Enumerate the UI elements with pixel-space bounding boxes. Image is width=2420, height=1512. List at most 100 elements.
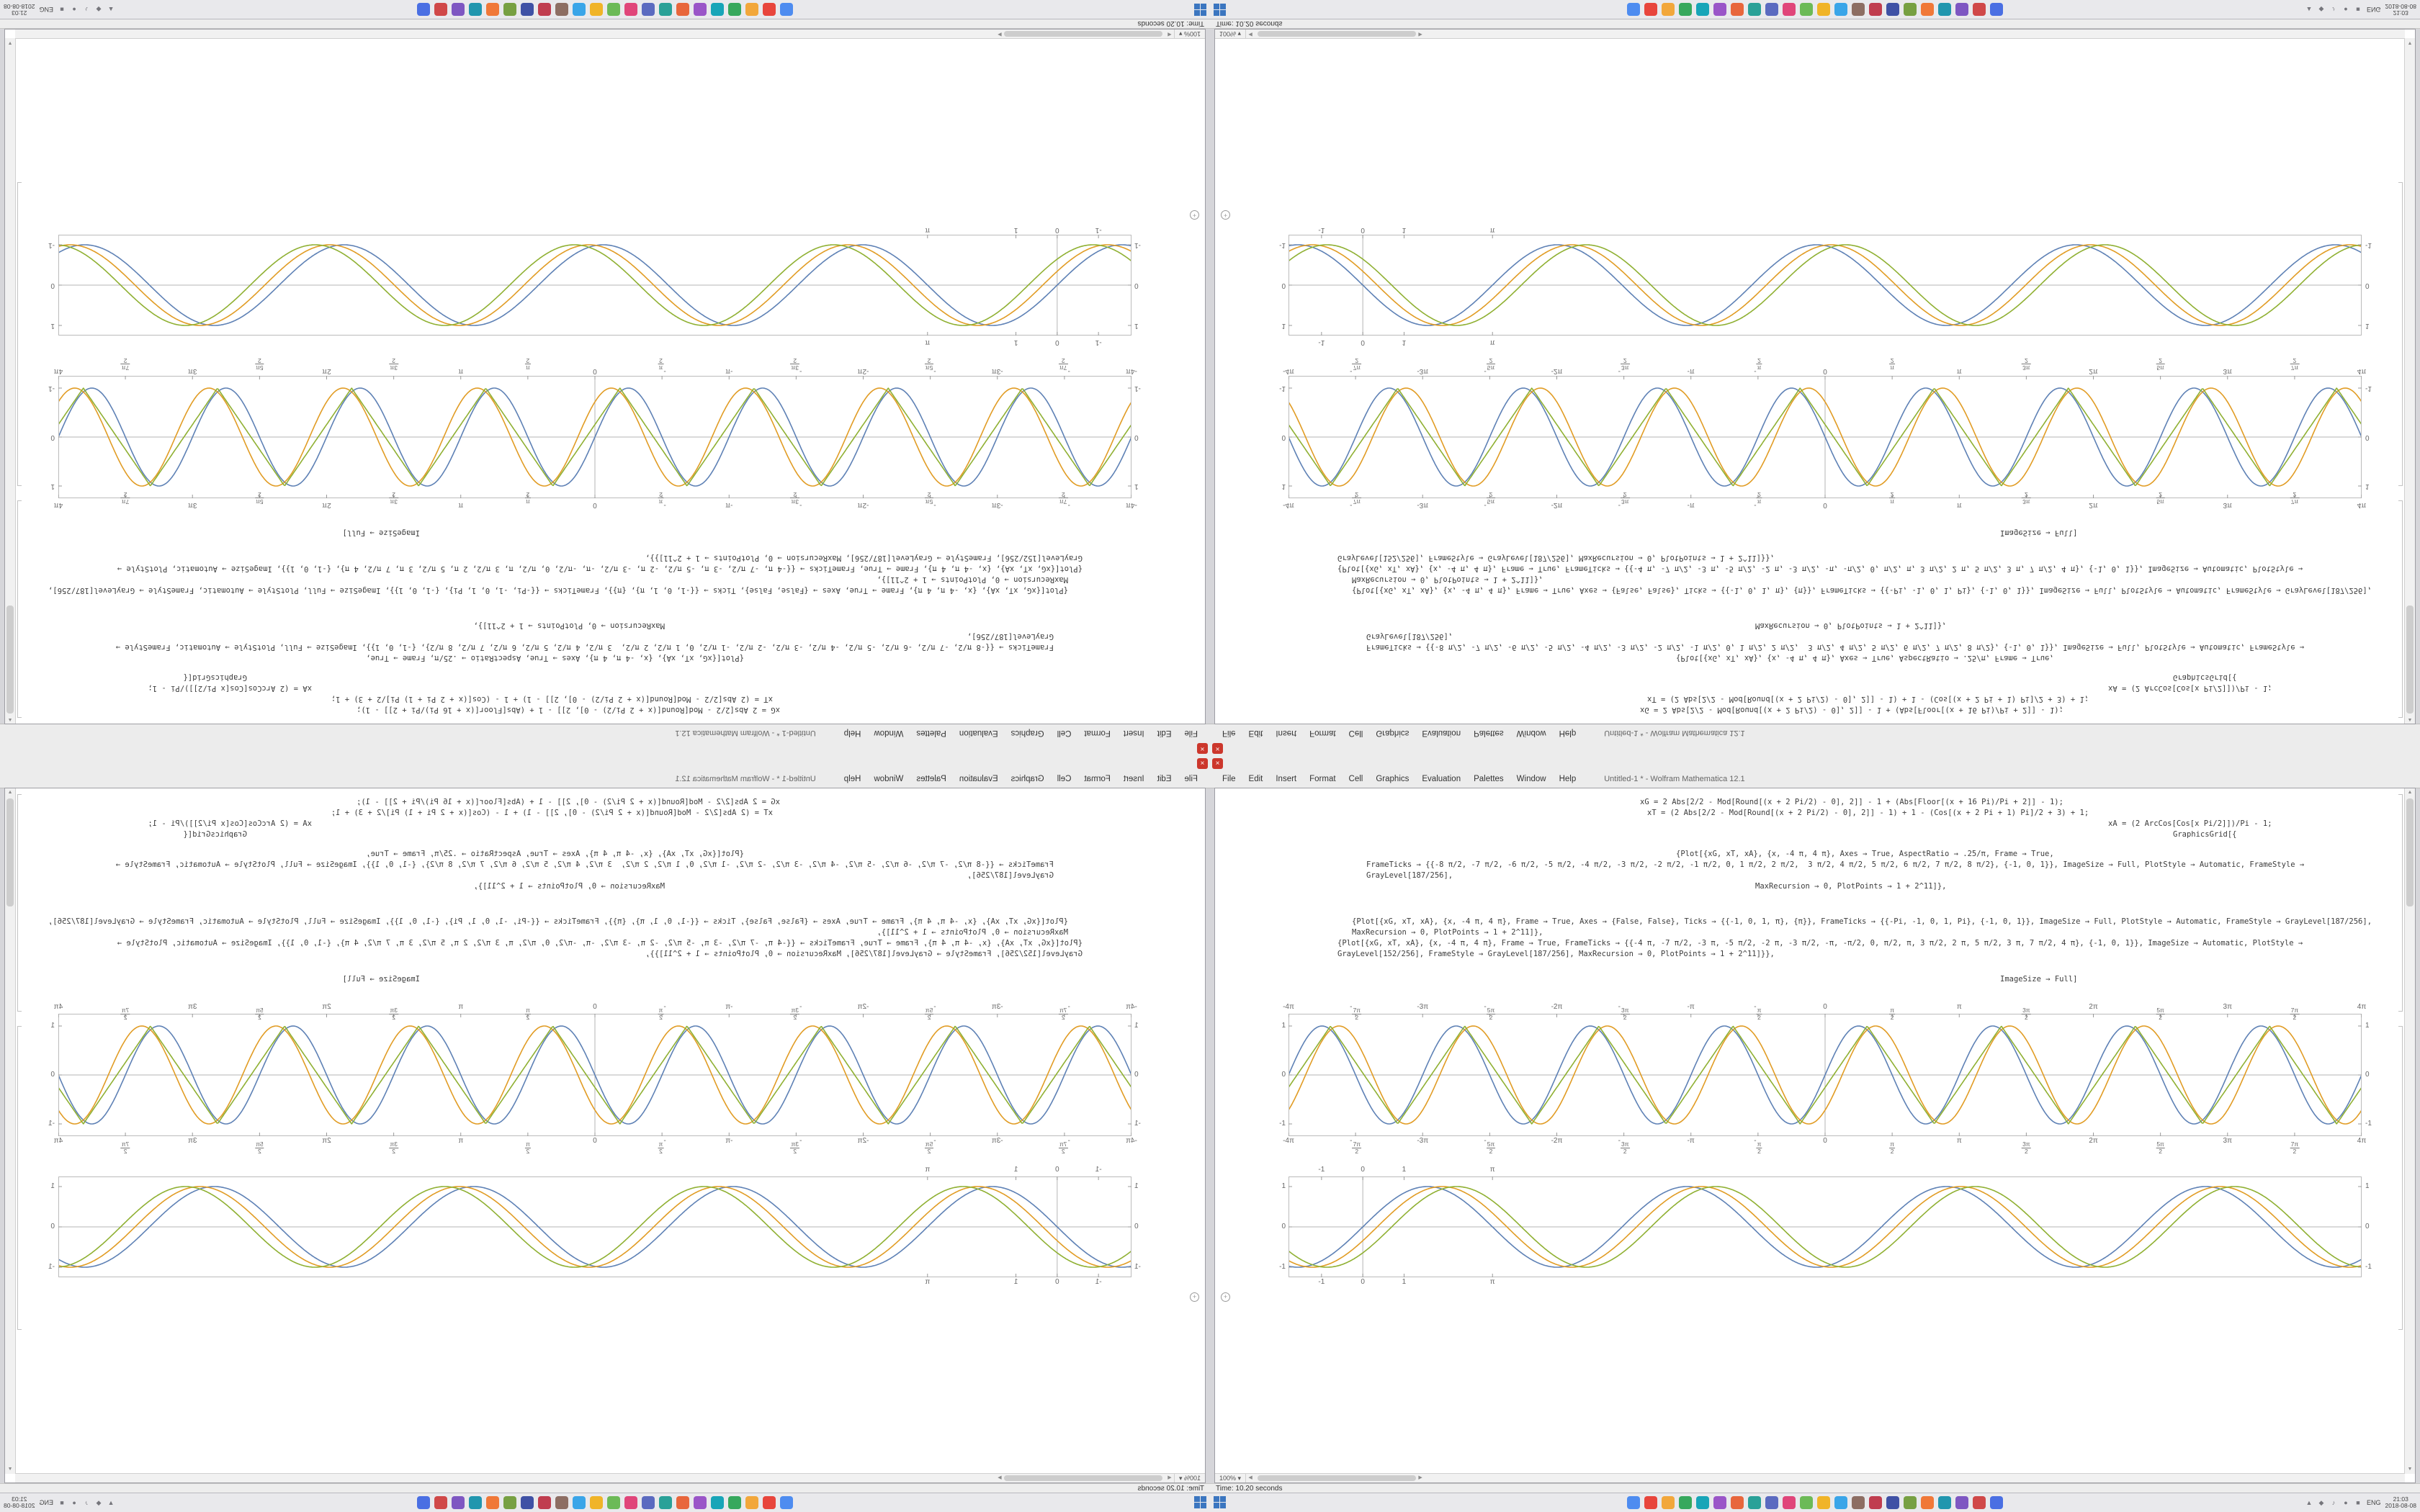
- taskbar-app-icon[interactable]: [1662, 3, 1675, 16]
- taskbar-app-icon[interactable]: [590, 3, 603, 16]
- menu-window[interactable]: Window: [874, 729, 904, 737]
- input-cell[interactable]: xG = 2 Abs[2/2 - Mod[Round[(x + 2 Pi/2) …: [32, 797, 1140, 985]
- menu-graphics[interactable]: Graphics: [1376, 729, 1410, 737]
- code-line[interactable]: {Plot[{xG, xT, xA}, {x, -4 π, 4 π}, Fram…: [1337, 554, 2308, 573]
- menu-insert[interactable]: Insert: [1123, 775, 1144, 783]
- notification-icon[interactable]: ●: [2344, 1499, 2348, 1506]
- menu-palettes[interactable]: Palettes: [916, 775, 946, 783]
- menu-help[interactable]: Help: [843, 775, 861, 783]
- taskbar-app-icon[interactable]: [1869, 1496, 1882, 1509]
- code-line[interactable]: {Plot[{xG, xT, xA}, {x, -4 π, 4 π}, Axes…: [366, 850, 744, 858]
- network-icon[interactable]: ◆: [2318, 1499, 2324, 1506]
- taskbar-app-icon[interactable]: [1990, 1496, 2003, 1509]
- code-line[interactable]: FrameTicks → {{-8 π/2, -7 π/2, -6 π/2, -…: [1366, 632, 2309, 652]
- notification-icon[interactable]: ●: [2344, 6, 2348, 13]
- taskbar-clock[interactable]: 21:03 2018-08-08: [2385, 3, 2416, 17]
- code-line[interactable]: xT = (2 Abs[2/2 - Mod[Round[(x + 2 Pi/2)…: [331, 695, 773, 703]
- menu-format[interactable]: Format: [1309, 729, 1336, 737]
- taskbar-app-icon[interactable]: [780, 3, 793, 16]
- network-icon[interactable]: ◆: [96, 1499, 102, 1506]
- menu-graphics[interactable]: Graphics: [1376, 775, 1410, 783]
- code-line[interactable]: xG = 2 Abs[2/2 - Mod[Round[(x + 2 Pi/2) …: [1640, 706, 2063, 714]
- taskbar-app-icon[interactable]: [1731, 1496, 1744, 1509]
- start-button[interactable]: [1214, 1496, 1226, 1508]
- taskbar-app-icon[interactable]: [1921, 3, 1934, 16]
- taskbar-app-icon[interactable]: [538, 1496, 551, 1509]
- volume-icon[interactable]: ♪: [84, 6, 89, 13]
- menu-edit[interactable]: Edit: [1248, 729, 1263, 737]
- language-indicator[interactable]: ENG: [2367, 6, 2381, 13]
- taskbar-app-icon[interactable]: [694, 1496, 707, 1509]
- menu-cell[interactable]: Cell: [1057, 775, 1072, 783]
- taskbar-app-icon[interactable]: [573, 1496, 586, 1509]
- taskbar-app-icon[interactable]: [728, 1496, 741, 1509]
- scroll-left-icon[interactable]: ◀: [1248, 1475, 1252, 1480]
- taskbar-app-icon[interactable]: [745, 1496, 758, 1509]
- notification-icon[interactable]: ●: [72, 6, 76, 13]
- menu-help[interactable]: Help: [843, 729, 861, 737]
- menu-format[interactable]: Format: [1084, 729, 1111, 737]
- taskbar-app-icon[interactable]: [659, 3, 672, 16]
- cell-insert-icon[interactable]: +: [1190, 210, 1199, 220]
- taskbar-app-icon[interactable]: [1852, 3, 1865, 16]
- code-line[interactable]: xA = (2 ArcCos[Cos[x Pi/2]])/Pi - 1;: [148, 819, 312, 828]
- start-button[interactable]: [1194, 1496, 1206, 1508]
- vertical-scrollbar[interactable]: ▲ ▼: [5, 788, 16, 1474]
- code-line[interactable]: xT = (2 Abs[2/2 - Mod[Round[(x + 2 Pi/2)…: [331, 809, 773, 817]
- taskbar-app-icon[interactable]: [555, 1496, 568, 1509]
- horizontal-scrollbar[interactable]: 100% ▾ ◀ ▶: [15, 1473, 1205, 1482]
- vertical-scroll-thumb[interactable]: [6, 606, 14, 714]
- vertical-scroll-thumb[interactable]: [6, 798, 14, 906]
- menu-insert[interactable]: Insert: [1276, 775, 1297, 783]
- taskbar-app-icon[interactable]: [1731, 3, 1744, 16]
- close-button[interactable]: ×: [1197, 758, 1208, 769]
- code-line[interactable]: GraphicsGrid[{: [2173, 673, 2237, 682]
- taskbar-app-icon[interactable]: [1955, 3, 1968, 16]
- code-line[interactable]: xA = (2 ArcCos[Cos[x Pi/2]])/Pi - 1;: [148, 684, 312, 693]
- code-line[interactable]: ImageSize → Full]: [2000, 528, 2078, 537]
- taskbar-app-icon[interactable]: [1886, 1496, 1899, 1509]
- horizontal-scrollbar[interactable]: 100% ▾ ◀ ▶: [1215, 30, 2405, 39]
- taskbar-app-icon[interactable]: [452, 3, 465, 16]
- code-line[interactable]: FrameTicks → {{-8 π/2, -7 π/2, -6 π/2, -…: [111, 860, 1054, 880]
- scroll-right-icon[interactable]: ▶: [1418, 1475, 1422, 1480]
- chevron-up-icon[interactable]: ▲: [2305, 6, 2313, 13]
- cell-bracket-input[interactable]: [17, 794, 22, 1012]
- code-line[interactable]: {Plot[{xG, xT, xA}, {x, -4 π, 4 π}, Axes…: [366, 654, 744, 662]
- taskbar-app-icon[interactable]: [1904, 3, 1917, 16]
- code-line[interactable]: MaxRecursion → 0, PlotPoints → 1 + 2^11]…: [473, 882, 665, 891]
- code-line[interactable]: ImageSize → Full]: [342, 975, 420, 984]
- menu-evaluation[interactable]: Evaluation: [1422, 775, 1461, 783]
- taskbar-app-icon[interactable]: [1834, 3, 1847, 16]
- code-line[interactable]: xG = 2 Abs[2/2 - Mod[Round[(x + 2 Pi/2) …: [1640, 798, 2063, 806]
- taskbar-app-icon[interactable]: [1765, 3, 1778, 16]
- taskbar-app-icon[interactable]: [694, 3, 707, 16]
- taskbar-app-icon[interactable]: [503, 1496, 516, 1509]
- taskbar-app-icon[interactable]: [1644, 1496, 1657, 1509]
- taskbar-app-icon[interactable]: [538, 3, 551, 16]
- start-button[interactable]: [1194, 4, 1206, 16]
- taskbar-app-icon[interactable]: [624, 1496, 637, 1509]
- taskbar-app-icon[interactable]: [1800, 1496, 1813, 1509]
- code-line[interactable]: xA = (2 ArcCos[Cos[x Pi/2]])/Pi - 1;: [2108, 684, 2272, 693]
- chevron-up-icon[interactable]: ▲: [107, 6, 115, 13]
- scroll-down-icon[interactable]: ▼: [2407, 1467, 2413, 1472]
- code-line[interactable]: xT = (2 Abs[2/2 - Mod[Round[(x + 2 Pi/2)…: [1647, 695, 2089, 703]
- taskbar-app-icon[interactable]: [1644, 3, 1657, 16]
- taskbar-app-icon[interactable]: [1938, 1496, 1951, 1509]
- code-line[interactable]: {Plot[{xG, xT, xA}, {x, -4 π, 4 π}, Fram…: [112, 939, 1083, 958]
- cell-insert-icon[interactable]: +: [1221, 210, 1230, 220]
- magnification-control[interactable]: 100% ▾: [1173, 1474, 1205, 1482]
- menu-palettes[interactable]: Palettes: [1474, 729, 1504, 737]
- menu-cell[interactable]: Cell: [1057, 729, 1072, 737]
- taskbar-clock[interactable]: 21:03 2018-08-08: [4, 1495, 35, 1509]
- taskbar-app-icon[interactable]: [624, 3, 637, 16]
- code-line[interactable]: MaxRecursion → 0, PlotPoints → 1 + 2^11]…: [473, 621, 665, 630]
- taskbar-app-icon[interactable]: [1869, 3, 1882, 16]
- input-cell[interactable]: xG = 2 Abs[2/2 - Mod[Round[(x + 2 Pi/2) …: [1280, 797, 2388, 985]
- taskbar-app-icon[interactable]: [1783, 3, 1796, 16]
- taskbar-app-icon[interactable]: [763, 1496, 776, 1509]
- close-button[interactable]: ×: [1212, 743, 1223, 754]
- cell-bracket-output[interactable]: [17, 182, 22, 486]
- scroll-down-icon[interactable]: ▼: [2407, 40, 2413, 45]
